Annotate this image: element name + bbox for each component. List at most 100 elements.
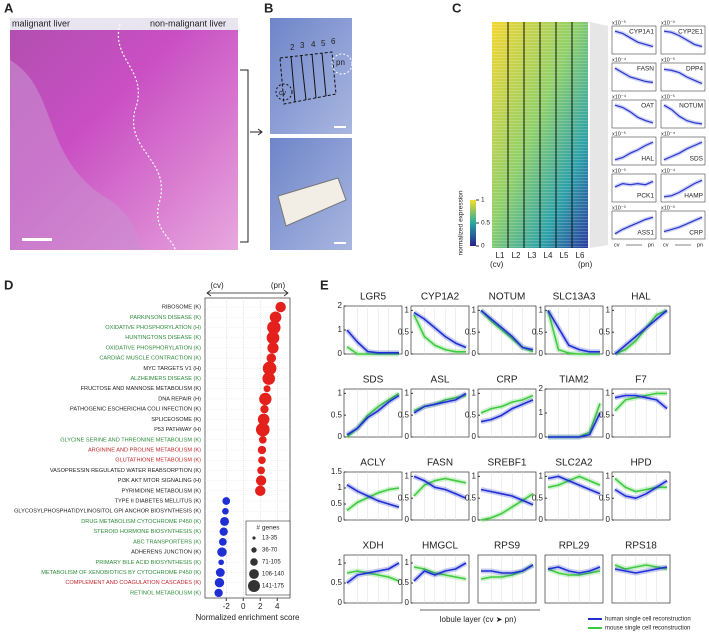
mini-scale-label: x10⁻³ — [612, 205, 626, 211]
series-line — [481, 564, 534, 574]
region-label: malignant liver — [12, 18, 70, 28]
subplot-title: RPS9 — [494, 541, 521, 552]
pn-label: pn — [336, 58, 345, 67]
y-tick-label: 0.5 — [599, 327, 611, 336]
mini-x-label: pn — [697, 242, 703, 248]
subplot-title: RPL29 — [559, 541, 590, 552]
category-label: CARDIAC MUSCLE CONTRACTION (K) — [99, 356, 201, 362]
series-line — [346, 329, 399, 354]
mini-gene-label: ASS1 — [637, 230, 654, 237]
series-line — [480, 309, 534, 351]
subplot-title: NOTUM — [489, 292, 526, 303]
mini-scale-label: x10⁻⁴ — [661, 167, 676, 174]
series-line — [346, 394, 400, 436]
y-tick-label: 0 — [472, 515, 477, 524]
y-tick-label: 1 — [405, 388, 410, 397]
y-tick-label: 0 — [472, 349, 477, 358]
bubble — [220, 516, 230, 526]
series-line — [413, 311, 467, 349]
category-label: OXIDATIVE PHOSPHORYLATION (K) — [106, 345, 202, 351]
mini-gene-label: HAL — [641, 156, 654, 163]
layer-number: 6 — [331, 37, 336, 46]
legend-bubble — [248, 580, 260, 592]
series-line — [614, 309, 668, 355]
y-tick-label: 1 — [539, 408, 544, 417]
scale-bar — [334, 242, 346, 244]
series-line — [614, 309, 668, 355]
arrow — [250, 128, 263, 136]
bubble — [267, 320, 281, 335]
y-tick-label: 0.5 — [331, 410, 343, 419]
subplot-title: TIAM2 — [559, 375, 589, 386]
category-label: SPLICEOSOME (K) — [151, 417, 201, 423]
category-label: PARKINSONS DISEASE (K) — [130, 315, 201, 321]
panel-label: A — [4, 0, 14, 15]
scale-bar — [334, 126, 346, 128]
category-label: MYC TARGETS V1 (H) — [143, 366, 201, 372]
bubble — [219, 527, 228, 536]
y-tick-label: 1 — [539, 471, 544, 480]
category-label: VASOPRESSIN REGULATED WATER REABSORPTION… — [50, 468, 201, 474]
bubble — [255, 475, 267, 486]
mini-line — [663, 30, 703, 48]
y-tick-label: 1 — [338, 388, 343, 397]
subplot-title: HMGCL — [422, 541, 459, 552]
series-line — [413, 566, 467, 580]
panel-label: E — [320, 277, 329, 292]
panel-label: B — [264, 0, 273, 15]
legend-bubble — [250, 558, 258, 566]
subplot-title: CRP — [496, 375, 517, 386]
series-line — [480, 488, 534, 506]
layer-label: L2 — [512, 251, 521, 260]
series-line — [480, 394, 534, 414]
category-label: GLYCINE SERINE AND THREONINE METABOLISM … — [60, 437, 201, 443]
mini-scale-label: x10⁻⁵ — [661, 93, 675, 100]
bubble — [218, 559, 224, 566]
legend-label: 106-140 — [262, 572, 285, 578]
y-tick-label: 1 — [338, 325, 343, 334]
subplot-frame — [611, 554, 671, 604]
category-label: ABC TRANSPORTERS (K) — [133, 539, 201, 545]
layer-label: L5 — [560, 251, 569, 260]
series-line — [614, 394, 668, 410]
bubble — [214, 577, 225, 588]
subplot-title: HPD — [630, 458, 651, 469]
y-tick-label: 0 — [606, 515, 611, 524]
series-line — [547, 309, 600, 353]
series-line — [548, 412, 601, 438]
bubble — [262, 361, 277, 376]
mini-scale-label: x10⁻⁵ — [612, 130, 626, 137]
region-label: non-malignant liver — [150, 18, 226, 28]
category-label: P53 PATHWAY (H) — [154, 427, 201, 433]
y-tick-label: 0 — [606, 349, 611, 358]
mini-gene-label: DPP4 — [686, 66, 703, 73]
layer-label: L6 — [576, 251, 585, 260]
category-label: OXIDATIVE PHOSPHORYLATION (H) — [105, 325, 201, 331]
series-line — [346, 346, 399, 355]
colorbar-label: normalized expression — [458, 190, 465, 255]
legend-bubble — [249, 569, 259, 579]
y-tick-label: 2 — [338, 301, 343, 310]
bubble — [222, 497, 231, 505]
y-tick-label: 1 — [606, 471, 611, 480]
mini-plot-frame — [611, 173, 657, 203]
series-line — [346, 562, 400, 584]
mini-line — [663, 104, 703, 125]
category-label: ALZHEIMERS DISEASE (K) — [130, 376, 201, 382]
subplot-title: F7 — [635, 375, 647, 386]
bubble — [222, 507, 229, 515]
legend-label: 36-70 — [262, 548, 278, 554]
mini-line — [614, 67, 654, 84]
y-tick-label: 0 — [606, 432, 611, 441]
x-tick-label: 4 — [275, 602, 280, 611]
mini-line — [614, 104, 654, 124]
subplot-title: RPS18 — [625, 541, 657, 552]
y-tick-label: 0.5 — [532, 493, 544, 502]
pn-label: (pn) — [578, 260, 593, 269]
boundary — [117, 23, 176, 251]
colorbar-tick-label: 0 — [481, 243, 485, 250]
layer-label: L4 — [544, 251, 553, 260]
y-tick-label: 0.5 — [465, 327, 477, 336]
series-line — [346, 484, 400, 508]
